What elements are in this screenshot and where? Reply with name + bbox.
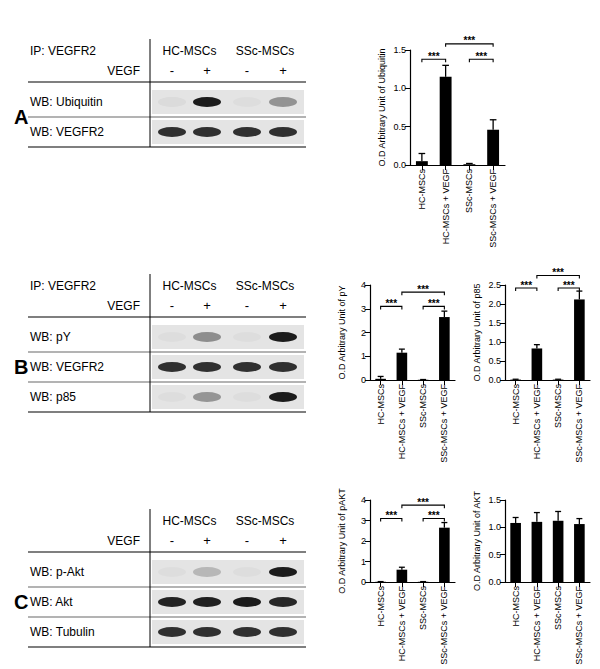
svg-text:2: 2 xyxy=(361,536,366,546)
svg-text:+: + xyxy=(279,533,287,548)
svg-text:-: - xyxy=(170,298,174,313)
svg-text:0: 0 xyxy=(361,577,366,587)
svg-text:SSc-MSCs: SSc-MSCs xyxy=(236,44,295,58)
svg-text:***: *** xyxy=(464,35,476,46)
svg-text:WB: p-Akt: WB: p-Akt xyxy=(30,565,85,579)
svg-text:***: *** xyxy=(417,497,429,508)
svg-text:SSc-MSCs: SSc-MSCs xyxy=(553,586,563,631)
svg-text:0: 0 xyxy=(361,375,366,385)
svg-text:B: B xyxy=(14,356,28,378)
svg-text:WB: pY: WB: pY xyxy=(30,330,71,344)
svg-text:***: *** xyxy=(475,51,487,62)
svg-text:WB: Tubulin: WB: Tubulin xyxy=(30,625,95,639)
svg-text:SSc-MSCs + VEGF: SSc-MSCs + VEGF xyxy=(439,384,449,463)
svg-text:0.5: 0.5 xyxy=(488,356,501,366)
svg-text:***: *** xyxy=(552,267,564,278)
svg-text:SSc-MSCs: SSc-MSCs xyxy=(236,514,295,528)
svg-text:HC-MSCs: HC-MSCs xyxy=(417,169,427,210)
svg-text:HC-MSCs: HC-MSCs xyxy=(163,44,217,58)
svg-text:O.D Arbitrary Unit of pAKT: O.D Arbitrary Unit of pAKT xyxy=(337,488,347,594)
svg-text:2: 2 xyxy=(361,328,366,338)
svg-text:1.0: 1.0 xyxy=(488,337,501,347)
svg-text:4: 4 xyxy=(361,495,366,505)
svg-text:HC-MSCs + VEGF: HC-MSCs + VEGF xyxy=(532,384,542,460)
svg-text:2.5: 2.5 xyxy=(488,280,501,290)
svg-text:VEGF: VEGF xyxy=(107,64,140,78)
svg-text:***: *** xyxy=(428,510,440,521)
svg-text:***: *** xyxy=(428,298,440,309)
svg-text:1.5: 1.5 xyxy=(488,318,501,328)
svg-text:***: *** xyxy=(428,51,440,62)
svg-text:HC-MSCs: HC-MSCs xyxy=(163,279,217,293)
svg-text:SSc-MSCs + VEGF: SSc-MSCs + VEGF xyxy=(439,586,449,665)
svg-text:SSc-MSCs: SSc-MSCs xyxy=(236,279,295,293)
svg-text:HC-MSCs: HC-MSCs xyxy=(376,384,386,425)
svg-text:HC-MSCs: HC-MSCs xyxy=(163,514,217,528)
svg-text:***: *** xyxy=(385,510,397,521)
svg-text:+: + xyxy=(279,298,287,313)
svg-text:-: - xyxy=(170,533,174,548)
svg-text:+: + xyxy=(203,63,211,78)
svg-text:-: - xyxy=(245,298,249,313)
svg-text:WB: VEGFR2: WB: VEGFR2 xyxy=(30,360,104,374)
svg-text:SSc-MSCs: SSc-MSCs xyxy=(418,586,428,631)
svg-text:+: + xyxy=(203,298,211,313)
svg-text:VEGF: VEGF xyxy=(107,299,140,313)
svg-text:+: + xyxy=(279,63,287,78)
svg-text:SSc-MSCs: SSc-MSCs xyxy=(464,169,474,214)
svg-text:+: + xyxy=(203,533,211,548)
svg-text:WB: p85: WB: p85 xyxy=(30,390,76,404)
svg-text:-: - xyxy=(245,533,249,548)
svg-text:0.5: 0.5 xyxy=(393,122,406,132)
svg-text:1.5: 1.5 xyxy=(393,45,406,55)
svg-text:***: *** xyxy=(563,280,575,291)
svg-text:SSc-MSCs: SSc-MSCs xyxy=(418,384,428,429)
svg-text:***: *** xyxy=(385,298,397,309)
svg-text:3: 3 xyxy=(361,304,366,314)
svg-text:WB: VEGFR2: WB: VEGFR2 xyxy=(30,125,104,139)
svg-text:1.5: 1.5 xyxy=(488,495,501,505)
svg-text:0.0: 0.0 xyxy=(488,375,501,385)
svg-text:A: A xyxy=(14,106,28,128)
svg-text:0.0: 0.0 xyxy=(488,577,501,587)
svg-text:O.D Arbitrary Unit of Ubiquiti: O.D Arbitrary Unit of Ubiquitin xyxy=(377,48,387,166)
svg-text:HC-MSCs: HC-MSCs xyxy=(376,586,386,627)
svg-text:2.0: 2.0 xyxy=(488,299,501,309)
svg-text:VEGF: VEGF xyxy=(107,534,140,548)
svg-text:HC-MSCs + VEGF: HC-MSCs + VEGF xyxy=(532,586,542,662)
svg-text:O.D Arbitrary Unit of p85: O.D Arbitrary Unit of p85 xyxy=(472,283,482,381)
svg-text:1.0: 1.0 xyxy=(488,522,501,532)
svg-text:SSc-MSCs: SSc-MSCs xyxy=(553,384,563,429)
svg-text:WB: Akt: WB: Akt xyxy=(30,595,73,609)
svg-text:O.D Arbitrary Unit of AKT: O.D Arbitrary Unit of AKT xyxy=(472,490,482,591)
svg-text:IP: VEGFR2: IP: VEGFR2 xyxy=(30,44,96,58)
svg-text:HC-MSCs + VEGF: HC-MSCs + VEGF xyxy=(397,384,407,460)
svg-text:3: 3 xyxy=(361,516,366,526)
svg-text:HC-MSCs + VEGF: HC-MSCs + VEGF xyxy=(397,586,407,662)
svg-text:1: 1 xyxy=(361,351,366,361)
svg-text:4: 4 xyxy=(361,280,366,290)
svg-text:SSc-MSCs + VEGF: SSc-MSCs + VEGF xyxy=(574,384,584,463)
svg-text:WB: Ubiquitin: WB: Ubiquitin xyxy=(30,95,103,109)
svg-text:***: *** xyxy=(417,284,429,295)
svg-text:HC-MSCs: HC-MSCs xyxy=(511,586,521,627)
svg-text:0.5: 0.5 xyxy=(488,550,501,560)
svg-text:1.0: 1.0 xyxy=(393,83,406,93)
svg-text:SSc-MSCs + VEGF: SSc-MSCs + VEGF xyxy=(574,586,584,665)
svg-text:O.D Arbitrary Unit of pY: O.D Arbitrary Unit of pY xyxy=(337,285,347,379)
svg-text:0.0: 0.0 xyxy=(393,160,406,170)
svg-text:C: C xyxy=(14,591,28,613)
svg-text:HC-MSCs + VEGF: HC-MSCs + VEGF xyxy=(441,169,451,245)
svg-text:HC-MSCs: HC-MSCs xyxy=(511,384,521,425)
svg-text:SSc-MSCs + VEGF: SSc-MSCs + VEGF xyxy=(488,169,498,248)
svg-text:-: - xyxy=(245,63,249,78)
svg-text:***: *** xyxy=(520,280,532,291)
svg-text:1: 1 xyxy=(361,557,366,567)
svg-text:-: - xyxy=(170,63,174,78)
svg-text:IP: VEGFR2: IP: VEGFR2 xyxy=(30,279,96,293)
